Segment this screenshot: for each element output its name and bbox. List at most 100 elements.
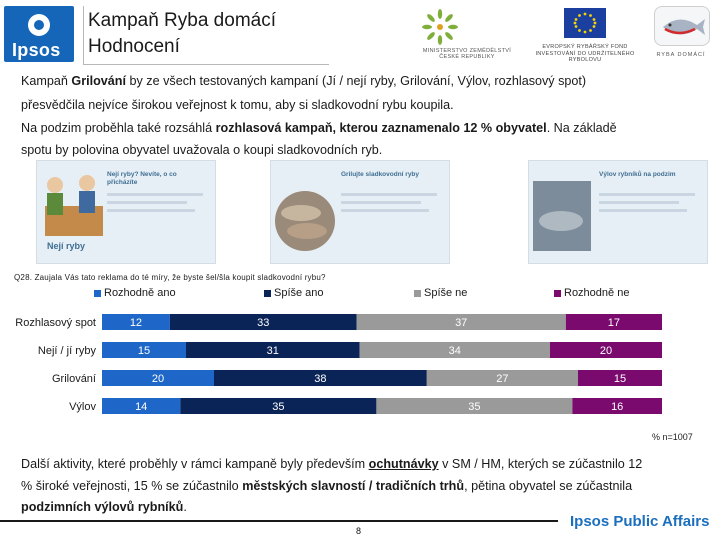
intro-text: by ze všech testovaných kampaní (Jí / ne… [126, 74, 587, 88]
fish-icon [654, 6, 710, 46]
campaign-photo-grilovani: Grilujte sladkovodní ryby [270, 160, 450, 264]
fishing-illustration [529, 161, 707, 263]
bar-segment [550, 342, 662, 358]
data-label: 37 [455, 317, 467, 329]
bottom-line-1: Další aktivity, které proběhly v rámci k… [21, 457, 642, 471]
category-label: Rozhlasový spot [15, 317, 96, 329]
intro-line-3: Na podzim proběhla také rozsáhlá rozhlas… [21, 121, 617, 135]
data-label: 35 [468, 401, 480, 413]
bar-segment [186, 342, 360, 358]
ministry-wheat-icon [422, 9, 458, 45]
logo-figure-inner [34, 20, 44, 30]
photo-title: Grilujte sladkovodní ryby [341, 171, 420, 178]
photo-text-line [341, 201, 421, 204]
title-frame [83, 6, 329, 65]
data-label: 34 [449, 345, 461, 357]
bar-segment [180, 398, 377, 414]
grill-illustration [271, 161, 449, 263]
bottom-text: , pětina obyvatel se zúčastnila [464, 479, 633, 493]
bottom-text: % široké veřejnosti, 15 % se zúčastnilo [21, 479, 243, 493]
sample-size-note: % n=1007 [652, 432, 693, 442]
intro-line-4: spotu by polovina obyvatel uvažovala o k… [21, 143, 383, 157]
legend-label-rozhodne-ano: Rozhodně ano [104, 287, 176, 299]
logo-text: Ipsos [12, 40, 61, 60]
category-label: Výlov [69, 401, 96, 413]
eu-fund-logo: EVROPSKÝ RYBÁŘSKÝ FOND INVESTOVÁNÍ DO UD… [530, 8, 640, 64]
data-label: 15 [614, 373, 626, 385]
ipsos-logo: Ipsos [4, 6, 74, 62]
intro-text: Na podzim proběhla také rozsáhlá [21, 121, 216, 135]
bottom-highlight: ochutnávky [368, 457, 439, 471]
legend-swatch-spise-ne [414, 290, 421, 297]
photo-text-line [341, 209, 429, 212]
photo-title: Nejí ryby? Nevíte, o co přicházíte [107, 171, 177, 186]
data-label: 33 [257, 317, 269, 329]
data-label: 12 [130, 317, 142, 329]
legend-swatch-rozhodne-ano [94, 290, 101, 297]
data-label: 38 [314, 373, 326, 385]
data-label: 31 [267, 345, 279, 357]
bar-segment [102, 342, 186, 358]
eu-fund-caption: EVROPSKÝ RYBÁŘSKÝ FOND INVESTOVÁNÍ DO UD… [535, 44, 635, 63]
stacked-bar-chart: Rozhlasový spot 12 33 37 17 Nejí / jí ryby 15 3… [15, 314, 662, 414]
page-number: 8 [356, 526, 362, 536]
data-label: 14 [135, 401, 147, 413]
page-title: Kampaň Ryba domácí [88, 10, 276, 31]
photo-title: Výlov rybníků na podzim [599, 171, 676, 178]
bar-segment [102, 370, 214, 386]
intro-text: . Na základě [546, 121, 617, 135]
photo-text-line [341, 193, 437, 196]
bottom-text: v SM / HM, kterých se zúčastnilo 12 [438, 457, 643, 471]
question-label: Q28. Zaujala Vás tato reklama do té míry… [14, 273, 326, 282]
eu-flag-icon [564, 8, 606, 38]
category-label: Nejí / jí ryby [38, 345, 97, 357]
bottom-text: . [183, 500, 187, 514]
data-label: 16 [611, 401, 623, 413]
campaign-photo-vylov: Výlov rybníků na podzim [528, 160, 708, 264]
bar-segment [169, 314, 357, 330]
bar-segment [572, 398, 662, 414]
bar-segment [359, 342, 550, 358]
legend-label-spise-ne: Spíše ne [424, 287, 468, 299]
bar-segment [102, 398, 181, 414]
campaign-photo-nejí-ryby: Nejí ryby? Nevíte, o co přicházíte Nejí … [36, 160, 216, 264]
bar-segment [426, 370, 578, 386]
intro-text: Kampaň [21, 74, 72, 88]
page-subtitle: Hodnocení [88, 36, 180, 57]
ryba-domaci-logo: RYBA DOMÁCÍ [648, 6, 714, 64]
photo-text-line [107, 209, 195, 212]
photo-text-line [599, 201, 679, 204]
bar-segment [214, 370, 427, 386]
photo-caption: Nejí ryby [47, 241, 86, 251]
bar-segment [565, 314, 662, 330]
bottom-line-3: podzimních výlovů rybníků. [21, 500, 187, 514]
data-label: 27 [496, 373, 508, 385]
photo-text-line [107, 193, 203, 196]
bar-segment [356, 314, 566, 330]
data-label: 15 [138, 345, 150, 357]
category-label: Grilování [52, 373, 96, 385]
legend-label-spise-ano: Spíše ano [274, 287, 324, 299]
intro-highlight: rozhlasová kampaň, kterou zaznamenalo 12… [215, 121, 547, 135]
footer-divider [0, 520, 558, 522]
bar-segment [102, 314, 170, 330]
bottom-line-2: % široké veřejnosti, 15 % se zúčastnilo … [21, 479, 632, 493]
data-label: 35 [272, 401, 284, 413]
intro-line-2: přesvědčila nejvíce širokou veřejnost k … [21, 98, 454, 112]
intro-line-1: Kampaň Grilování by ze všech testovaných… [21, 74, 586, 88]
ministry-caption: MINISTERSTVO ZEMĚDĚLSTVÍ ČESKÉ REPUBLIKY [422, 48, 512, 60]
bottom-highlight: městských slavností / tradičních trhů [242, 479, 465, 493]
photo-text-line [107, 201, 187, 204]
data-label: 17 [608, 317, 620, 329]
legend-swatch-rozhodne-ne [554, 290, 561, 297]
legend-label-rozhodne-ne: Rozhodně ne [564, 287, 630, 299]
data-label: 20 [152, 373, 164, 385]
ryba-domaci-caption: RYBA DOMÁCÍ [656, 52, 706, 58]
intro-highlight: Grilování [71, 74, 126, 88]
footer-brand: Ipsos Public Affairs [570, 513, 710, 530]
people-illustration [37, 161, 215, 263]
legend-swatch-spise-ano [264, 290, 271, 297]
bar-segment [578, 370, 662, 386]
bottom-highlight: podzimních výlovů rybníků [21, 500, 184, 514]
photo-text-line [599, 209, 687, 212]
